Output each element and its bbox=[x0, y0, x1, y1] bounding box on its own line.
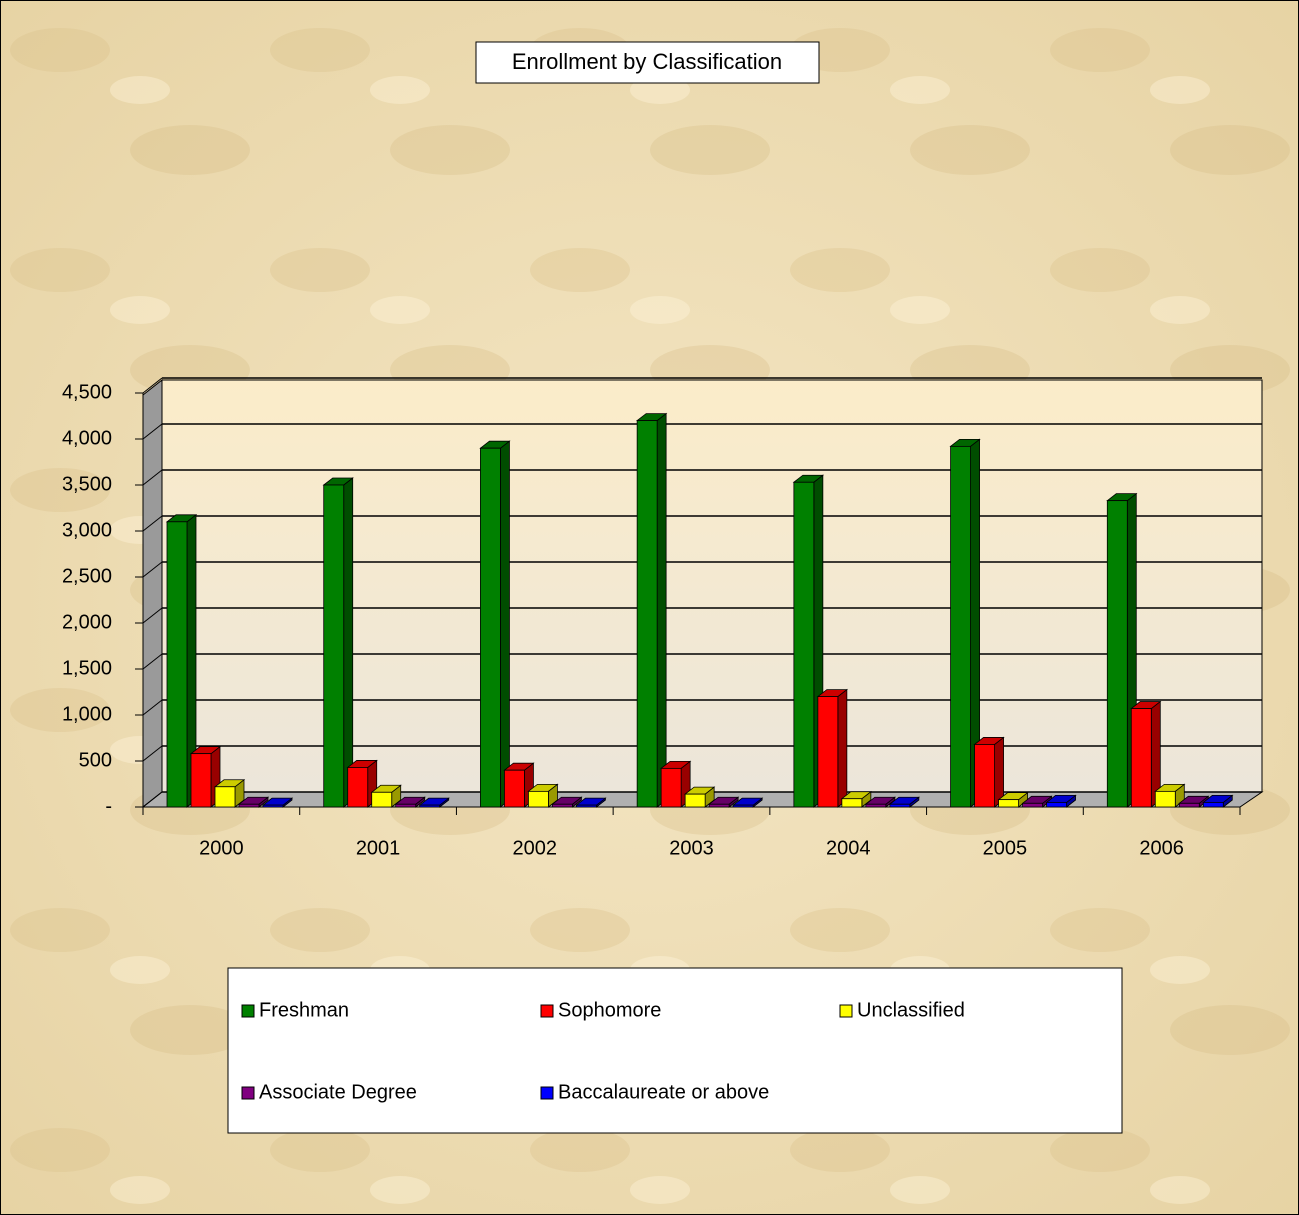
bar bbox=[262, 804, 284, 808]
bar bbox=[166, 521, 188, 808]
title-box bbox=[475, 41, 820, 84]
bar bbox=[238, 803, 260, 808]
bar bbox=[1202, 802, 1224, 808]
bar bbox=[865, 803, 887, 808]
bar bbox=[480, 447, 501, 808]
y-tick-label: 3,500 bbox=[62, 473, 112, 495]
bar bbox=[1106, 500, 1128, 808]
bar bbox=[552, 803, 573, 808]
bar bbox=[998, 799, 1019, 808]
y-tick-label: 1,500 bbox=[62, 657, 112, 679]
legend-label: Baccalaureate or above bbox=[558, 1081, 769, 1103]
bar bbox=[419, 804, 441, 808]
x-tick-label: 2002 bbox=[513, 837, 558, 859]
bar bbox=[841, 798, 863, 808]
bar bbox=[1022, 802, 1043, 808]
grid-line-side bbox=[142, 607, 163, 624]
y-tick-label: 2,000 bbox=[62, 611, 112, 633]
grid-line-side bbox=[142, 423, 163, 440]
bar bbox=[576, 804, 597, 808]
bar bbox=[660, 767, 682, 808]
bar bbox=[889, 803, 911, 808]
legend-label: Freshman bbox=[259, 999, 349, 1021]
y-tick-label: 4,500 bbox=[62, 381, 112, 403]
bar-side bbox=[343, 477, 354, 808]
grid-line-side bbox=[142, 377, 163, 394]
legend bbox=[227, 967, 1123, 1134]
x-tick-label: 2003 bbox=[669, 837, 714, 859]
y-tick-label: - bbox=[105, 795, 112, 817]
legend-label: Associate Degree bbox=[259, 1081, 417, 1103]
bar bbox=[1154, 790, 1176, 808]
bar bbox=[708, 803, 730, 808]
bar bbox=[1178, 802, 1200, 808]
x-tick-label: 2000 bbox=[199, 837, 244, 859]
x-tick-label: 2005 bbox=[983, 837, 1028, 859]
bar-side bbox=[656, 412, 667, 808]
x-tick-label: 2001 bbox=[356, 837, 401, 859]
y-tick-label: 500 bbox=[79, 749, 112, 771]
bar bbox=[817, 696, 839, 808]
chart-title: Enrollment by Classification bbox=[512, 49, 782, 74]
bar-side bbox=[837, 688, 848, 808]
legend-label: Unclassified bbox=[857, 999, 965, 1021]
grid-line-side bbox=[142, 745, 163, 762]
bar bbox=[190, 753, 212, 808]
legend-swatch bbox=[540, 1004, 554, 1018]
bar bbox=[684, 793, 706, 808]
bar bbox=[974, 744, 995, 808]
y-tick-label: 4,000 bbox=[62, 427, 112, 449]
legend-swatch bbox=[241, 1086, 255, 1100]
x-tick-label: 2006 bbox=[1139, 837, 1184, 859]
grid-line-side bbox=[142, 515, 163, 532]
legend-swatch bbox=[241, 1004, 255, 1018]
bar bbox=[323, 484, 345, 808]
legend-swatch bbox=[540, 1086, 554, 1100]
bar bbox=[636, 420, 658, 808]
bar bbox=[214, 786, 236, 808]
bar bbox=[950, 445, 971, 808]
legend-swatch bbox=[839, 1004, 853, 1018]
bar-side bbox=[500, 440, 510, 808]
grid-line-side bbox=[142, 469, 163, 486]
bar bbox=[371, 791, 393, 808]
bar bbox=[1046, 802, 1067, 808]
grid-line-side bbox=[142, 791, 163, 808]
x-tick-label: 2004 bbox=[826, 837, 871, 859]
bar bbox=[732, 804, 754, 808]
grid-line-side bbox=[142, 561, 163, 578]
y-tick-label: 1,000 bbox=[62, 703, 112, 725]
bar bbox=[347, 767, 369, 808]
side-wall bbox=[142, 378, 163, 809]
legend-label: Sophomore bbox=[558, 999, 661, 1021]
grid-line-side bbox=[142, 653, 163, 670]
grid-line-side bbox=[142, 699, 163, 716]
bar bbox=[395, 803, 417, 808]
bar bbox=[1130, 708, 1152, 808]
bar bbox=[528, 790, 549, 808]
bar bbox=[504, 769, 525, 808]
bar bbox=[793, 481, 815, 808]
y-tick-label: 3,000 bbox=[62, 519, 112, 541]
y-tick-label: 2,500 bbox=[62, 565, 112, 587]
